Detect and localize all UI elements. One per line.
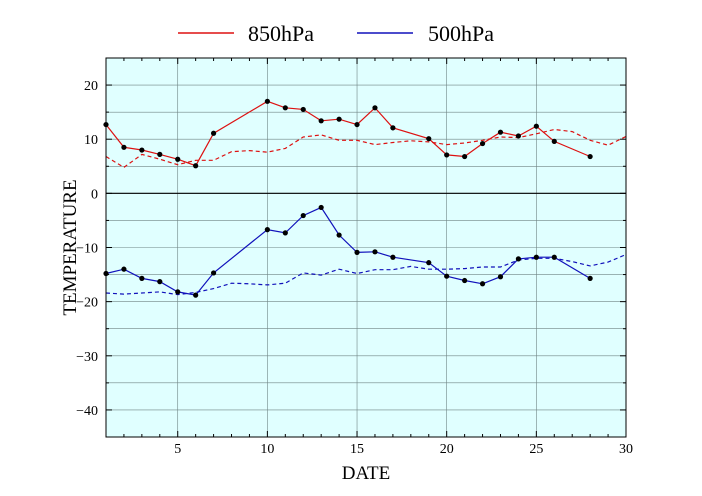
legend-label-850hpa: 850hPa bbox=[248, 21, 314, 46]
y-axis-title: TEMPERATURE bbox=[60, 179, 81, 315]
data-point bbox=[336, 232, 342, 238]
data-point bbox=[497, 274, 504, 280]
y-tick-label: −30 bbox=[76, 350, 98, 365]
data-point bbox=[551, 138, 557, 144]
data-point bbox=[515, 256, 522, 262]
legend: 850hPa 500hPa bbox=[178, 21, 494, 46]
y-tick-label: −40 bbox=[76, 404, 98, 419]
data-point bbox=[264, 98, 270, 104]
x-tick-label: 5 bbox=[174, 442, 181, 457]
axis-ticks: 20 10 0 −10 −20 −30 −40 5 10 15 20 25 30 bbox=[76, 57, 633, 457]
x-tick-label: 10 bbox=[260, 442, 274, 457]
data-point bbox=[354, 249, 360, 255]
dashed-series-line-3 bbox=[105, 253, 627, 296]
data-point bbox=[462, 153, 468, 160]
data-point bbox=[139, 147, 145, 153]
data-point bbox=[426, 260, 432, 266]
data-point bbox=[587, 153, 593, 160]
data-point bbox=[157, 279, 163, 285]
x-tick-label: 15 bbox=[350, 442, 364, 457]
x-tick-label: 30 bbox=[619, 442, 633, 457]
data-point bbox=[175, 289, 181, 295]
data-point bbox=[372, 105, 378, 111]
data-point bbox=[533, 254, 539, 260]
data-point bbox=[497, 129, 504, 135]
data-point bbox=[318, 204, 324, 211]
series-group bbox=[103, 98, 627, 298]
data-point bbox=[336, 116, 342, 122]
data-point bbox=[444, 273, 450, 279]
data-point bbox=[193, 292, 199, 298]
data-point bbox=[515, 133, 522, 139]
dashed-series-line-2 bbox=[105, 128, 627, 169]
series-line-0 bbox=[105, 100, 591, 167]
y-tick-label: −20 bbox=[76, 296, 98, 311]
x-axis-title: DATE bbox=[342, 463, 391, 484]
data-point bbox=[479, 281, 486, 287]
data-point bbox=[372, 249, 378, 255]
data-point bbox=[282, 105, 288, 111]
legend-label-500hpa: 500hPa bbox=[428, 21, 494, 46]
x-tick-label: 20 bbox=[440, 442, 454, 457]
data-point bbox=[210, 270, 217, 276]
data-point bbox=[533, 123, 539, 129]
data-point bbox=[175, 156, 181, 162]
data-point bbox=[587, 275, 593, 281]
data-point bbox=[139, 275, 145, 281]
data-point bbox=[121, 266, 127, 272]
data-point bbox=[300, 212, 306, 219]
data-point bbox=[390, 254, 396, 260]
data-point bbox=[210, 130, 217, 136]
y-tick-label: −10 bbox=[76, 242, 98, 257]
y-tick-label: 20 bbox=[84, 79, 98, 94]
data-point bbox=[157, 151, 163, 157]
data-point bbox=[479, 140, 486, 147]
y-tick-label: 0 bbox=[91, 187, 98, 202]
data-point bbox=[264, 227, 270, 233]
data-point bbox=[300, 106, 306, 113]
data-point bbox=[551, 254, 557, 260]
data-point bbox=[282, 230, 288, 236]
data-point bbox=[462, 277, 468, 284]
data-point bbox=[444, 152, 450, 158]
y-tick-label: 10 bbox=[84, 133, 98, 148]
data-point bbox=[193, 163, 199, 169]
x-tick-label: 25 bbox=[529, 442, 543, 457]
data-point bbox=[121, 144, 127, 150]
data-point bbox=[426, 136, 432, 142]
data-point bbox=[318, 118, 324, 124]
data-point bbox=[354, 121, 360, 128]
series-line-1 bbox=[105, 206, 591, 296]
data-point bbox=[390, 125, 396, 131]
